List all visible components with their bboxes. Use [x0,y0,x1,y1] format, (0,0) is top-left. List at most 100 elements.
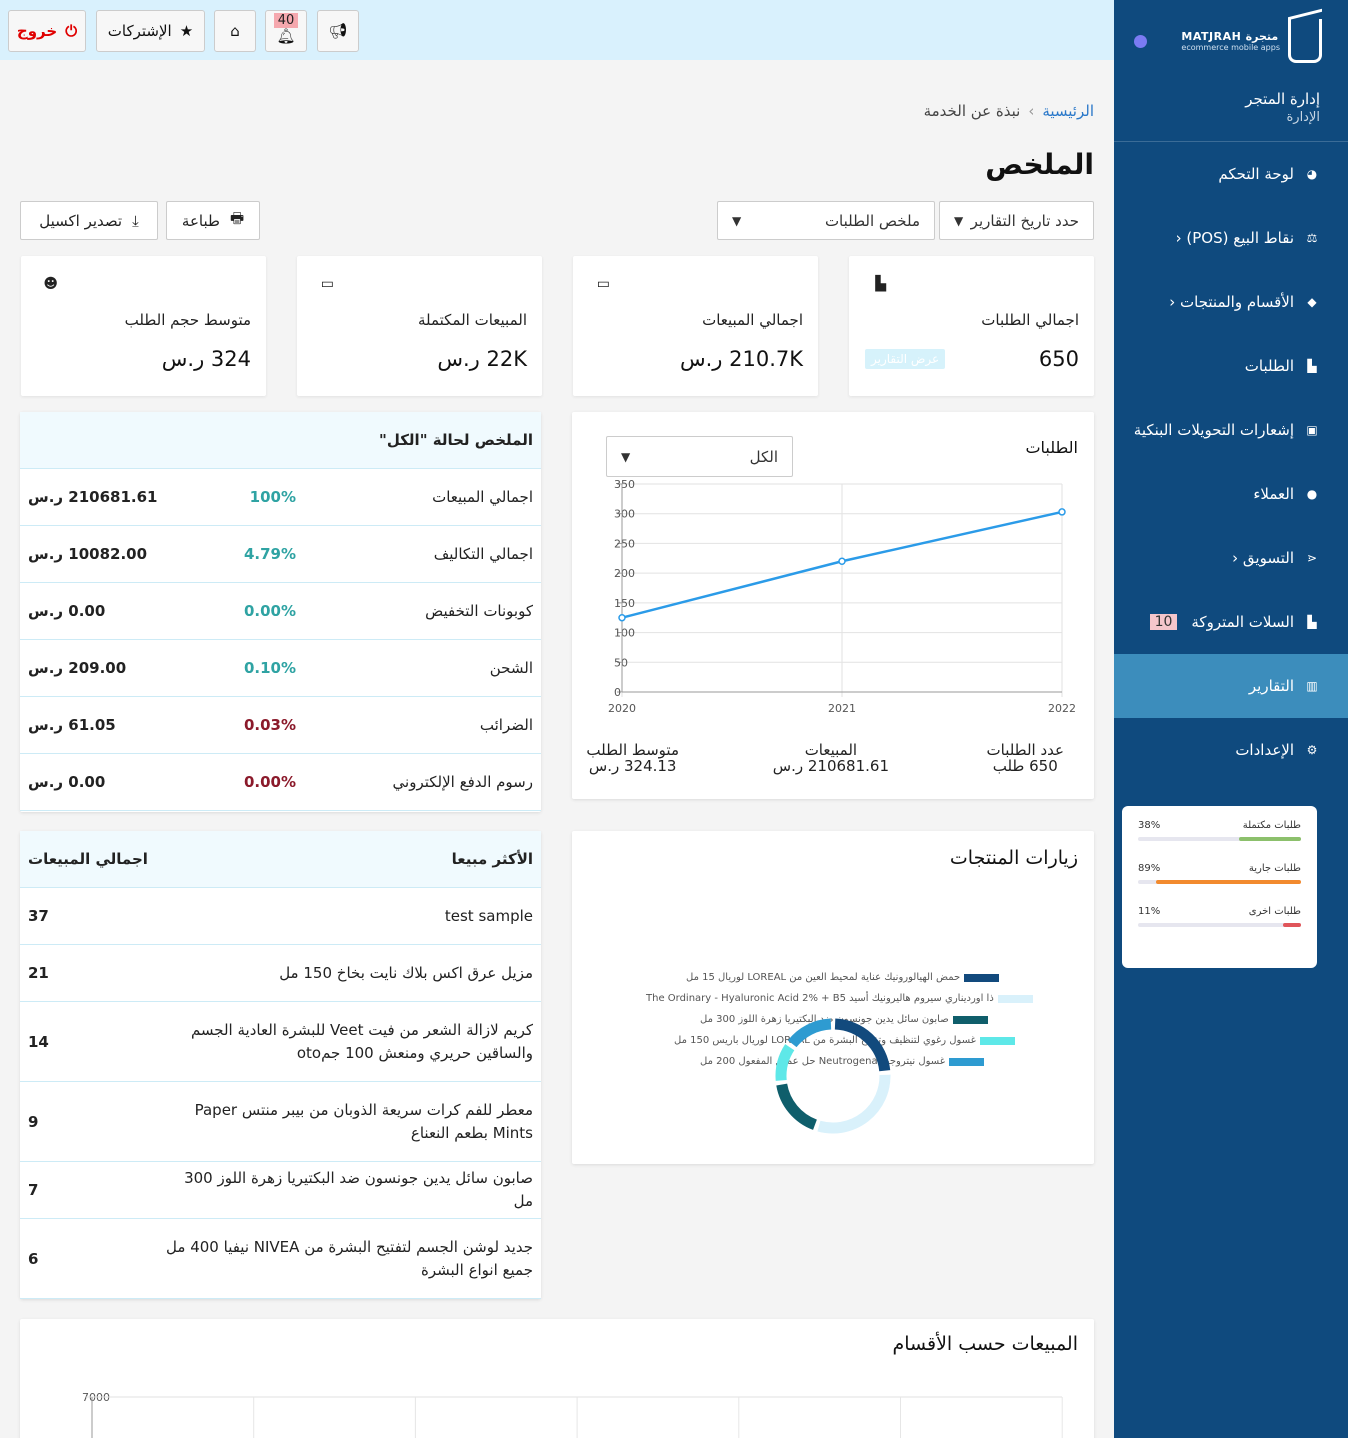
breadcrumb-home[interactable]: الرئيسية [1042,102,1094,120]
y-tick-label: 300 [614,508,635,521]
stat-card-label: متوسط حجم الطلب [124,311,251,329]
best-seller-product: صابون سائل يدين جونسون ضد البكتيريا زهرة… [184,1169,533,1210]
legend-item[interactable]: حمض الهيالورونيك عناية لمحيط العين من LO… [686,972,1000,983]
power-icon: ⏻ [65,22,78,40]
best-seller-row[interactable]: كريم لازالة الشعر من فيت Veet للبشرة الع… [20,1002,541,1082]
best-seller-row[interactable]: معطر للفم كرات سريعة الذوبان من بيبر منت… [20,1082,541,1162]
report-type-label: ملخص الطلبات [824,211,920,230]
summary-row: الشحن 0.10% 209.00 ر.س [20,640,541,697]
order-stat-fill [1283,923,1301,927]
legend-swatch [979,1036,1015,1045]
y-tick-label: 200 [614,567,635,580]
sidebar-item-label: العملاء [1253,485,1294,503]
summary-row-percent: 0.00% [243,773,296,791]
best-seller-row[interactable]: مزيل عرق اكس بلاك نايت بخاخ 150 مل 21 [20,945,541,1002]
home-button[interactable]: ⌂ [214,10,256,52]
topbar: 📢︎ 🔔︎ 40 ⌂ الإشتركات ★ خروج ⏻ [0,0,1114,60]
report-type-select[interactable]: ملخص الطلبات ▼ [717,201,935,240]
store-info: إدارة المتجر الإدارة [1114,82,1348,137]
tag-icon: ◆ [1307,295,1317,309]
bar-chart-icon: ▥ [1306,679,1318,693]
orders-data-point [838,557,846,566]
sidebar-item-8[interactable]: ▥ التقارير [1114,654,1348,718]
legend-label: غسول نيتروجينا Neutrogena حل عميق المفعو… [700,1056,945,1067]
summary-row-percent: 100% [249,488,296,506]
notifications-button[interactable]: 🔔︎ 40 [265,10,307,52]
legend-item[interactable]: ذا اورديناري سيروم هاليرونيك أسيد The Or… [646,993,1033,1004]
summary-row-name: اجمالي المبيعات [432,488,533,506]
best-seller-row[interactable]: test sample 37 [20,888,541,945]
best-seller-product: جديد لوشن الجسم لتفتيح البشرة من NIVEA ن… [166,1237,533,1279]
matjrah-logo-icon [1288,19,1322,63]
order-stat-label: طلبات جارية [1248,863,1301,874]
legend-swatch [997,994,1033,1003]
sidebar-item-4[interactable]: ▣ إشعارات التحويلات البنكية [1114,398,1348,462]
sidebar-item-1[interactable]: ⚖ نقاط البيع (POS) ‹ [1114,206,1348,270]
best-seller-count: 6 [28,1249,39,1268]
date-filter-select[interactable]: حدد تاريخ التقارير ▼ [939,201,1094,240]
orders-status-label: الكل [749,447,778,466]
logout-button[interactable]: خروج ⏻ [8,10,86,52]
star-icon: ★ [179,22,194,40]
subscriptions-button[interactable]: الإشتركات ★ [96,10,205,52]
sidebar-item-0[interactable]: ◕ لوحة التحكم [1114,142,1348,206]
summary-row-percent: 4.79% [243,545,296,563]
legend-item[interactable]: غسول نيتروجينا Neutrogena حل عميق المفعو… [700,1056,984,1067]
page-title: الملخص [985,148,1094,181]
summary-row: اجمالي المبيعات 100% 210681.61 ر.س [20,469,541,526]
sidebar-item-3[interactable]: ▙ الطلبات [1114,334,1348,398]
order-stat-bar [1138,923,1301,927]
best-seller-row[interactable]: صابون سائل يدين جونسون ضد البكتيريا زهرة… [20,1162,541,1219]
print-button[interactable]: 🖶︎ طباعة [166,201,260,240]
summary-row-name: كوبونات التخفيض [425,602,533,620]
best-seller-product: كريم لازالة الشعر من فيت Veet للبشرة الع… [190,1020,533,1062]
sidebar-item-2[interactable]: ◆ الأقسام والمنتجات ‹ [1114,270,1348,334]
brand-tagline: ecommerce mobile apps [1181,43,1280,52]
summary-row-name: الضرائب [479,716,533,734]
announcement-button[interactable]: 📢︎ [317,10,359,52]
store-title: إدارة المتجر [1245,90,1320,108]
sidebar-item-label: الأقسام والمنتجات ‹ [1169,293,1294,311]
caret-down-icon: ▼ [954,213,964,228]
order-stat-row: طلبات جارية 89% [1138,863,1301,884]
stat-card-value: 650 [1038,347,1079,371]
orders-status-select[interactable]: الكل ▼ [606,436,793,477]
order-stat-row: طلبات اخرى 11% [1138,906,1301,927]
order-status-box: طلبات مكتملة 38% طلبات جارية 89% طلبات اخرى 1… [1122,806,1317,968]
sidebar-item-label: لوحة التحكم [1218,165,1294,183]
order-stat-bar [1138,880,1301,884]
summary-row-amount: 209.00 ر.س [28,659,127,677]
sales-by-category-panel: المبيعات حسب الأقسام 7000 [20,1319,1094,1438]
brand[interactable]: MATJRAH متجرة ecommerce mobile apps [1114,0,1348,82]
best-sellers-col-total: اجمالي المبيعات [28,850,148,868]
home-icon: ⌂ [230,22,240,40]
orders-data-point [1058,508,1066,516]
sidebar: MATJRAH متجرة ecommerce mobile apps إدار… [1114,0,1348,1438]
sidebar-nav: ◕ لوحة التحكم ⚖ نقاط البيع (POS) ‹ ◆ الأقسام … [1114,142,1348,782]
sidebar-item-9[interactable]: ⚙ الإعدادات [1114,718,1348,782]
summary-panel: الملخص لحالة "الكل" اجمالي المبيعات 100% 2… [20,412,541,812]
product-visits-title: زيارات المنتجات [949,847,1078,869]
summary-row-name: اجمالي التكاليف [433,545,533,563]
orders-kpi: المبيعات 210681.61 ر.س [773,742,889,774]
export-excel-button[interactable]: ⤓ تصدير اكسيل [20,201,158,240]
y-tick-label: 350 [614,478,635,491]
best-seller-row[interactable]: جديد لوشن الجسم لتفتيح البشرة من NIVEA ن… [20,1219,541,1299]
stat-card: ▙ اجمالي الطلبات 650 عرض التقارير [849,256,1094,396]
sidebar-item-5[interactable]: ● العملاء [1114,462,1348,526]
balance-scale-icon: ⚖ [1306,231,1318,245]
sidebar-item-6[interactable]: ⋖ التسويق ‹ [1114,526,1348,590]
breadcrumb-chevron-icon: › [1028,102,1035,120]
view-reports-link[interactable]: عرض التقارير [865,349,946,369]
sidebar-item-label: الطلبات [1244,357,1294,375]
x-tick-label: 2022 [1048,702,1076,712]
order-stat-percent: 38% [1138,820,1161,831]
main-content: الرئيسية › نبذة عن الخدمة الملخص حدد تار… [0,60,1114,1438]
sidebar-item-7[interactable]: ▙ السلات المتروكة 10 [1114,590,1348,654]
orders-kpi: عدد الطلبات 650 طلب [987,742,1065,774]
order-stat-percent: 11% [1138,906,1161,917]
x-tick-label: 2020 [608,702,636,712]
orders-chart-panel: الطلبات الكل ▼ 0 50 100 150 200 250 300 350 2020… [572,412,1094,799]
sidebar-item-label: التقارير [1248,677,1294,695]
legend-swatch [964,973,1000,982]
